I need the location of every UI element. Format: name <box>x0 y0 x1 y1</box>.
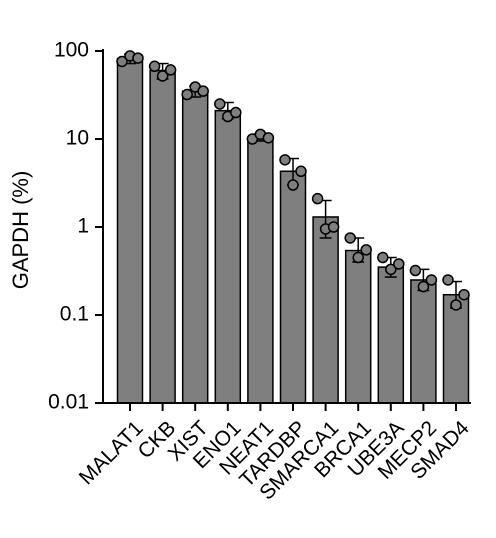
y-tick-label: 100 <box>54 39 89 62</box>
bar-mecp2 <box>410 279 437 404</box>
x-axis: MALAT1CKBXISTENO1NEAT1TARDBPSMARCA1BRCA1… <box>75 402 474 505</box>
replicate-point <box>116 55 128 68</box>
bar-eno1 <box>214 109 242 404</box>
replicate-point <box>262 132 275 144</box>
bar-smad4 <box>442 293 470 404</box>
replicate-point <box>385 263 397 276</box>
replicate-point <box>279 154 291 166</box>
replicate-point <box>132 52 144 64</box>
replicate-point <box>295 165 307 178</box>
bar-neat1 <box>247 136 274 404</box>
replicate-point <box>450 299 462 311</box>
replicate-point <box>181 88 193 101</box>
bar-ube3a <box>377 266 405 404</box>
replicate-point <box>156 70 169 82</box>
replicate-point <box>344 232 356 244</box>
y-axis: 0.01 0.1 1 10 100 <box>48 39 104 414</box>
replicate-point <box>197 85 209 97</box>
replicate-point <box>409 264 422 277</box>
replicate-point <box>164 64 177 76</box>
replicate-point <box>287 179 299 191</box>
bar-brca1 <box>344 249 372 404</box>
replicate-point <box>214 98 226 110</box>
bar-ckb <box>149 69 176 404</box>
replicate-point <box>377 251 389 264</box>
replicate-point <box>442 274 454 286</box>
replicate-point <box>230 106 242 119</box>
replicate-point <box>311 192 324 205</box>
replicate-point <box>360 244 372 256</box>
replicate-point <box>327 221 340 233</box>
replicate-point <box>425 274 438 286</box>
y-axis-label: GAPDH (%) <box>8 171 33 290</box>
replicate-point <box>417 280 430 293</box>
replicate-point <box>148 60 161 73</box>
bar-smarca1 <box>312 216 339 404</box>
y-tick-label: 0.1 <box>60 303 89 326</box>
replicate-points-group <box>116 50 470 311</box>
replicate-point <box>393 258 405 270</box>
bar-malat1 <box>116 57 144 404</box>
x-tick-label: MALAT1 <box>75 416 148 489</box>
replicate-point <box>458 288 470 301</box>
bar-tardbp <box>279 170 307 404</box>
y-tick-label: 0.01 <box>48 391 89 414</box>
bar-xist <box>181 90 209 404</box>
bars-group <box>116 57 470 404</box>
y-tick-label: 10 <box>66 127 89 150</box>
y-tick-label: 1 <box>77 215 89 238</box>
replicate-point <box>352 251 364 264</box>
